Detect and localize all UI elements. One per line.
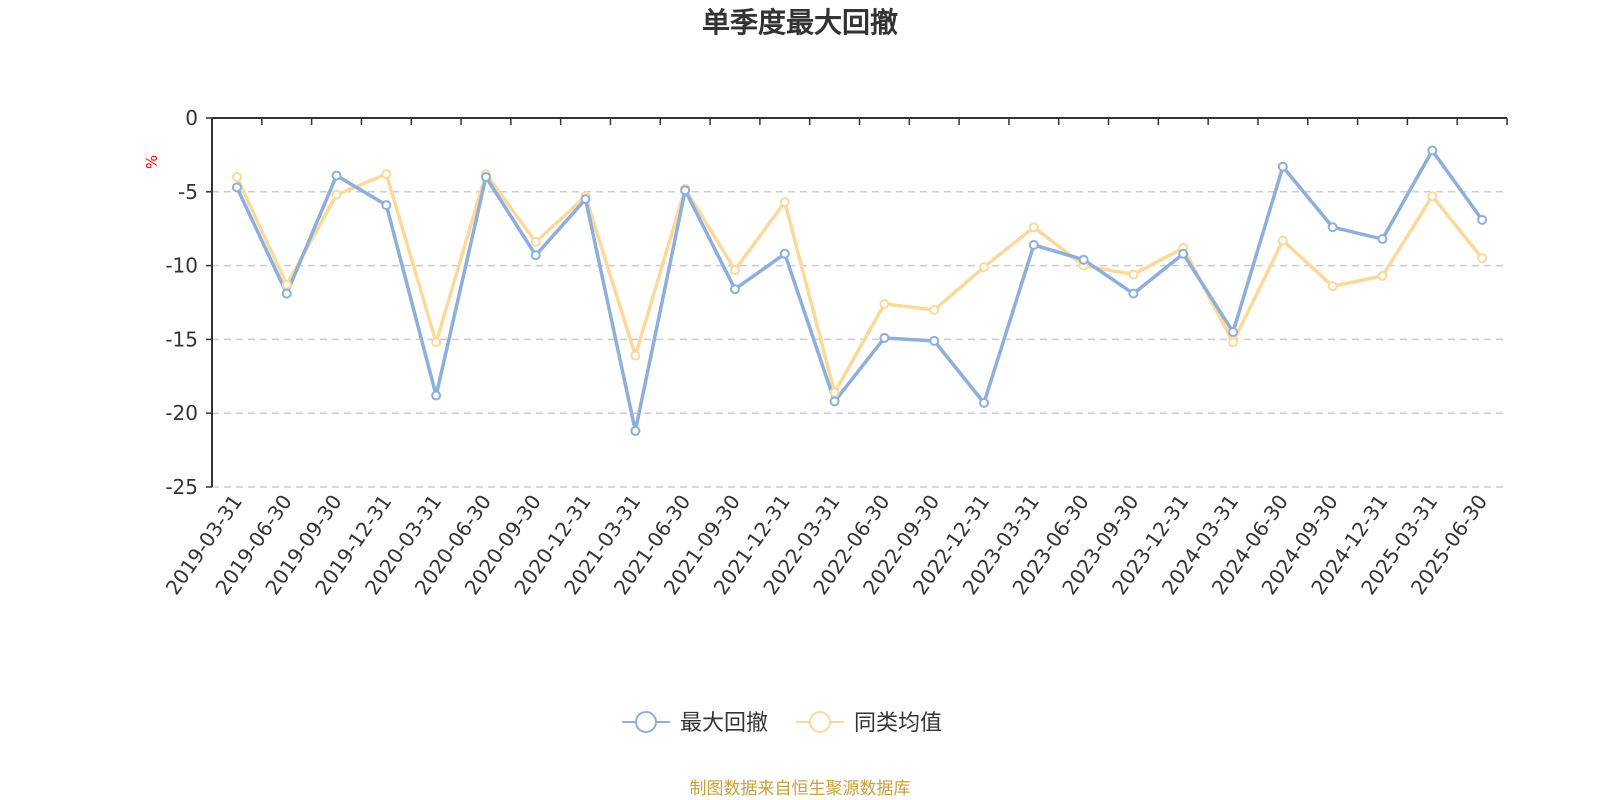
data-point [1377, 234, 1388, 245]
data-point [331, 189, 342, 200]
y-tick-label: -20 [165, 401, 198, 425]
source-note: 制图数据来自恒生聚源数据库 [690, 779, 911, 799]
data-point [1377, 270, 1388, 281]
data-point [1078, 254, 1089, 265]
data-point [630, 425, 641, 436]
data-point [779, 197, 790, 208]
legend-label-0: 最大回撤 [680, 711, 768, 736]
data-point [1277, 161, 1288, 172]
data-point [979, 262, 990, 273]
data-point [281, 279, 292, 290]
data-point [580, 194, 591, 205]
y-tick-label: -10 [165, 254, 198, 278]
data-point [331, 170, 342, 181]
data-point [929, 335, 940, 346]
data-point [1477, 253, 1488, 264]
x-tick-labels: 2019-03-312019-06-302019-09-302019-12-31… [161, 490, 1493, 599]
data-point [480, 172, 491, 183]
chart-title: 单季度最大回撤 [702, 6, 898, 39]
legend-label-1: 同类均值 [854, 711, 942, 736]
data-point [630, 350, 641, 361]
y-tick-labels: 0 -5 -10 -15 -20 -25 [165, 106, 198, 499]
data-point [1228, 327, 1239, 338]
data-point [231, 182, 242, 193]
data-point [1477, 214, 1488, 225]
legend[interactable]: 最大回撤 同类均值 [622, 711, 942, 736]
data-point [1427, 191, 1438, 202]
data-point [1228, 337, 1239, 348]
data-point [1178, 248, 1189, 259]
data-point [431, 390, 442, 401]
data-point [1128, 288, 1139, 299]
y-axis-label: % [143, 155, 161, 169]
data-point [231, 172, 242, 183]
data-point [829, 396, 840, 407]
data-point [381, 200, 392, 211]
data-point [879, 298, 890, 309]
data-point [729, 284, 740, 295]
y-tick-label: -15 [165, 327, 198, 351]
data-point [929, 304, 940, 315]
legend-marker-0 [635, 711, 657, 733]
data-point [1028, 239, 1039, 250]
y-tick-label: -5 [178, 180, 198, 204]
data-point [1128, 269, 1139, 280]
data-point [1427, 145, 1438, 156]
data-point [829, 387, 840, 398]
data-point [281, 288, 292, 299]
data-point [530, 236, 541, 247]
data-point [1028, 222, 1039, 233]
series-line-1 [235, 172, 1484, 395]
data-point [431, 337, 442, 348]
data-point [979, 397, 990, 408]
data-point [1327, 281, 1338, 292]
data-point [1327, 222, 1338, 233]
legend-marker-1 [809, 711, 831, 733]
data-point [729, 265, 740, 276]
data-point [1277, 235, 1288, 246]
axes [206, 117, 1508, 488]
series-line-0 [235, 148, 1484, 433]
data-point [879, 332, 890, 343]
data-point [680, 185, 691, 196]
y-tick-label: 0 [185, 106, 198, 130]
y-tick-label: -25 [165, 475, 198, 499]
data-point [779, 248, 790, 259]
data-point [530, 250, 541, 261]
series-group [231, 145, 1488, 436]
data-point [381, 169, 392, 180]
